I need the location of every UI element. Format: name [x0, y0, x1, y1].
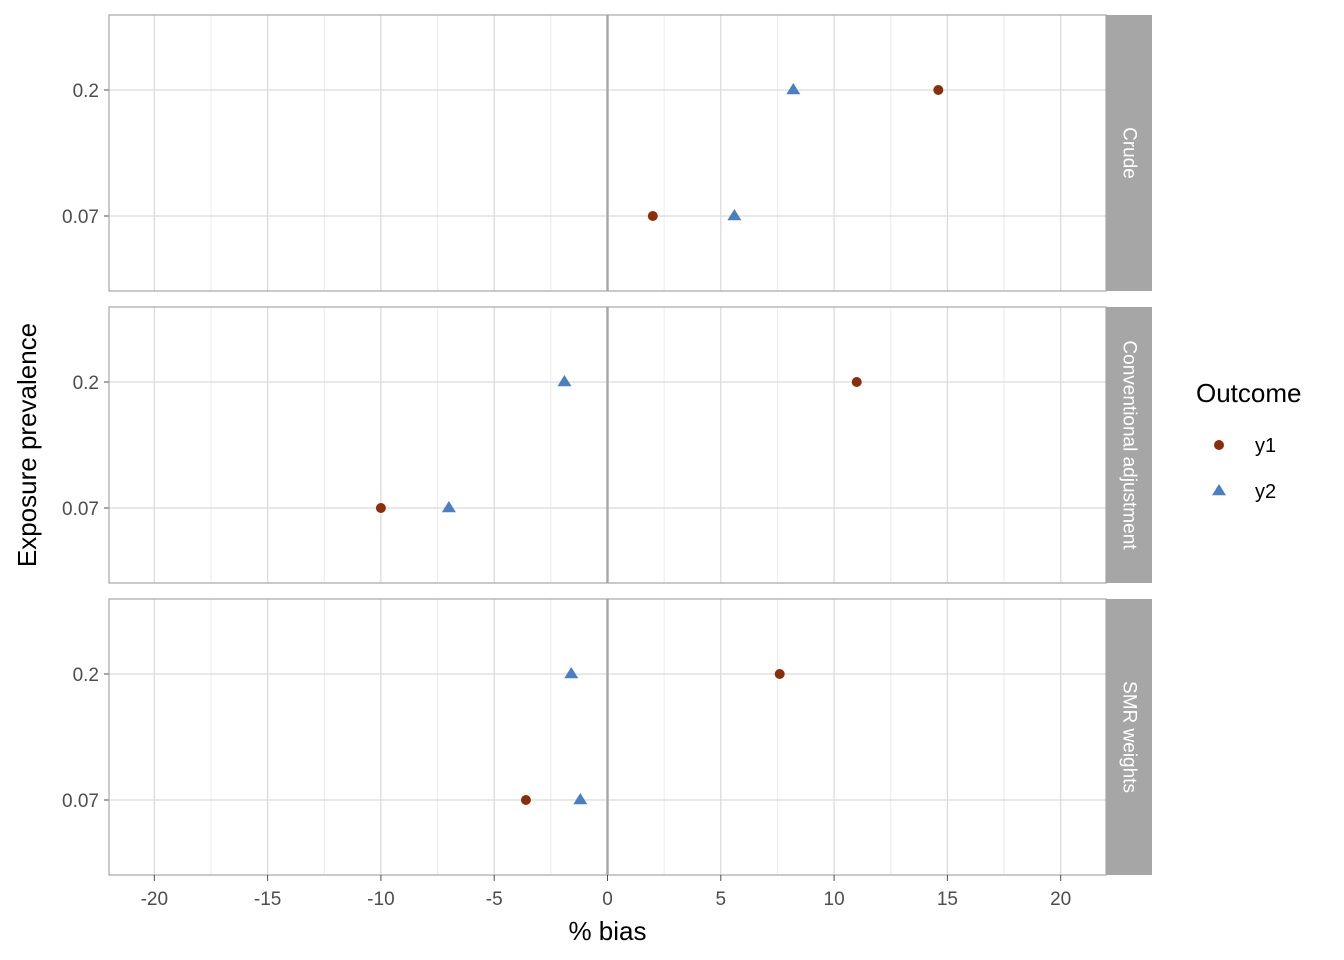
x-axis-title: % bias — [568, 916, 646, 946]
x-tick-label: 20 — [1050, 889, 1071, 910]
facet-strip-label: Conventional adjustment — [1119, 340, 1140, 550]
data-point-y1 — [774, 669, 785, 679]
legend-key-y2 — [1212, 484, 1226, 496]
data-point-y2 — [727, 209, 742, 221]
legend-title: Outcome — [1196, 378, 1302, 408]
facet-strip — [1106, 15, 1152, 291]
data-point-y1 — [375, 503, 386, 513]
data-point-y2 — [441, 501, 456, 513]
x-tick-label: 5 — [716, 889, 727, 910]
x-tick-label: 10 — [824, 889, 845, 910]
y-axis-title: Exposure prevalence — [12, 323, 42, 567]
x-tick-label: 15 — [937, 889, 958, 910]
x-tick-label: -20 — [141, 889, 168, 910]
legend-label: y2 — [1255, 481, 1276, 503]
data-point-y2 — [573, 793, 588, 805]
y-tick-label: 0.2 — [73, 81, 99, 102]
y-tick-label: 0.07 — [62, 207, 99, 228]
y-tick-label: 0.07 — [62, 791, 99, 812]
data-point-y1 — [933, 85, 944, 95]
legend-label: y1 — [1255, 435, 1276, 457]
facet-strip — [1106, 307, 1152, 583]
panel: 0.07 0.2 Conventional adjustment — [62, 306, 1152, 584]
legend-key-y1 — [1214, 440, 1224, 450]
data-point-y2 — [557, 375, 572, 387]
x-tick-label: -5 — [486, 889, 503, 910]
facet-strip-label: SMR weights — [1119, 681, 1140, 793]
x-tick-label: -10 — [367, 889, 394, 910]
y-tick-label: 0.07 — [62, 499, 99, 520]
y-tick-label: 0.2 — [73, 665, 99, 686]
data-point-y1 — [520, 795, 531, 805]
data-point-y1 — [851, 377, 862, 387]
facet-strip — [1106, 599, 1152, 875]
facet-strip-label: Crude — [1119, 127, 1140, 179]
data-point-y2 — [564, 667, 579, 679]
legend: Outcome y1 y2 — [1196, 378, 1302, 503]
panel: 0.07 0.2 Crude — [62, 14, 1152, 292]
data-point-y2 — [786, 83, 801, 95]
panel: 0.07 0.2 SMR weights — [62, 598, 1152, 876]
data-point-y1 — [647, 211, 658, 221]
x-tick-label: 0 — [602, 889, 613, 910]
y-tick-label: 0.2 — [73, 373, 99, 394]
x-tick-label: -15 — [254, 889, 281, 910]
